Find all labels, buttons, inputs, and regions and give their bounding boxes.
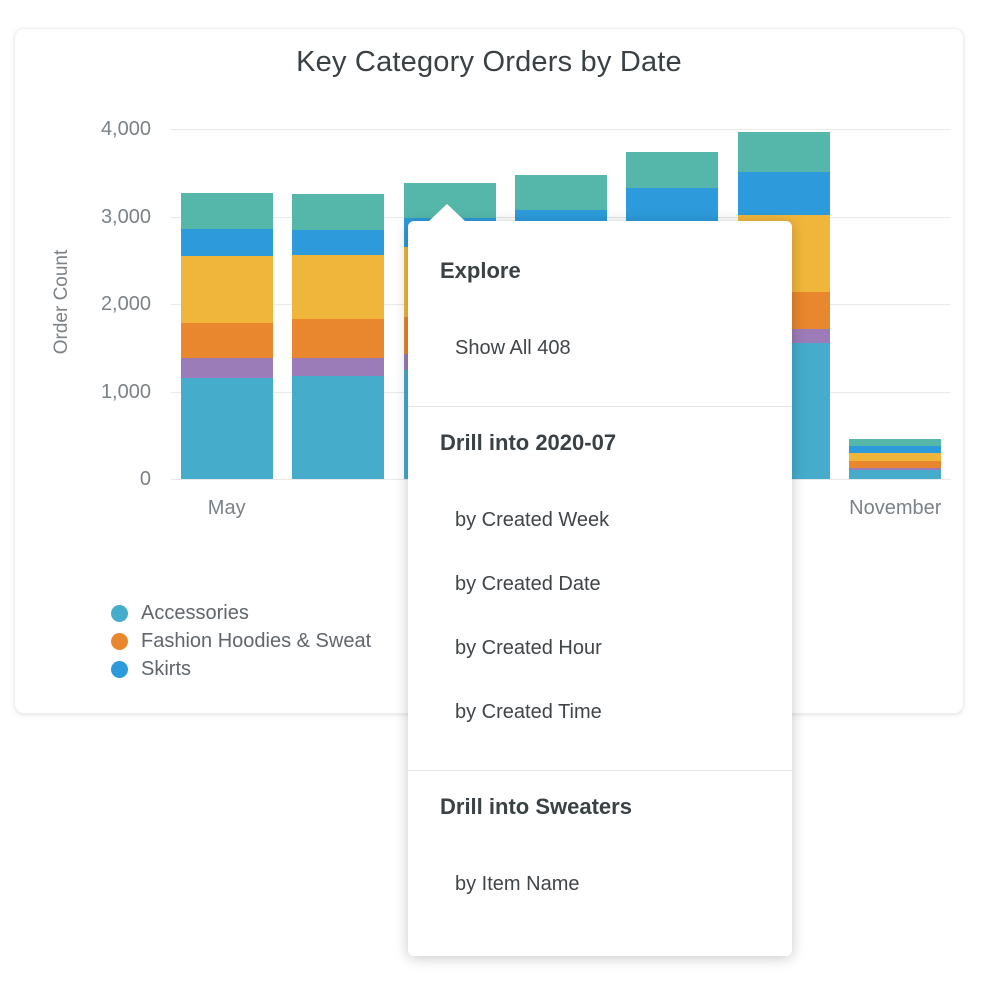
bar-segment-2020-05-unlabeled-purple[interactable] <box>180 358 273 379</box>
bar-segment-2020-11-skirts[interactable] <box>849 445 942 453</box>
legend-item-accessories[interactable]: Accessories <box>111 599 371 627</box>
menu-item-show-all-408[interactable]: Show All 408 <box>455 337 571 359</box>
y-tick-label-2000: 2,000 <box>100 293 151 315</box>
menu-section-header-drill-into-sweaters: Drill into Sweaters <box>440 794 632 819</box>
menu-item-by-created-time[interactable]: by Created Time <box>455 701 602 723</box>
bar-segment-2020-06-fashion-hoodies-sweat[interactable] <box>292 318 385 359</box>
bar-segment-2020-10-sweaters[interactable] <box>737 131 830 172</box>
legend-swatch-fashion-hoodies-sweat <box>111 632 128 650</box>
x-tick-label-may: May <box>207 497 246 519</box>
chart-title: Key Category Orders by Date <box>296 46 682 78</box>
menu-section-header-explore: Explore <box>440 258 521 283</box>
menu-item-by-created-date[interactable]: by Created Date <box>455 573 601 595</box>
drill-menu: Explore Show All 408 Drill into 2020-07 by … <box>408 204 792 956</box>
bar-segment-2020-08-sweaters[interactable] <box>515 174 607 210</box>
bar-segment-2020-09-skirts[interactable] <box>626 187 719 227</box>
y-tick-label-0: 0 <box>139 468 151 490</box>
menu-divider-1 <box>408 406 792 407</box>
gridline-4000 <box>171 129 951 130</box>
bar-segment-2020-11-fashion-hoodies-sweat[interactable] <box>849 460 942 468</box>
legend: Accessories Fashion Hoodies & Sweat Skirts <box>111 599 371 683</box>
bar-segment-2020-09-sweaters[interactable] <box>626 151 719 188</box>
bar-segment-2020-11-accessories[interactable] <box>849 470 942 479</box>
legend-label-accessories: Accessories <box>141 601 249 624</box>
menu-body: Explore Show All 408 Drill into 2020-07 by … <box>408 221 792 956</box>
legend-label-fashion-hoodies-sweat: Fashion Hoodies & Sweat <box>141 629 372 652</box>
menu-section-header-drill-into-2020-07: Drill into 2020-07 <box>440 430 617 455</box>
bar-segment-2020-05-fashion-hoodies-sweat[interactable] <box>180 323 273 359</box>
bar-segment-2020-05-sweaters[interactable] <box>180 192 273 229</box>
legend-swatch-accessories <box>111 604 128 622</box>
legend-item-fashion-hoodies-sweat[interactable]: Fashion Hoodies & Sweat <box>111 627 371 655</box>
menu-item-by-item-name[interactable]: by Item Name <box>455 873 580 895</box>
bar-segment-2020-10-skirts[interactable] <box>737 171 830 215</box>
bar-segment-2020-05-skirts[interactable] <box>180 228 273 256</box>
menu-item-by-created-week[interactable]: by Created Week <box>455 509 610 531</box>
menu-item-by-created-hour[interactable]: by Created Hour <box>455 637 602 659</box>
bar-segment-2020-06-unlabeled-purple[interactable] <box>292 358 385 376</box>
y-tick-label-3000: 3,000 <box>100 205 151 228</box>
legend-swatch-skirts <box>111 660 128 678</box>
bar-segment-2020-06-unlabeled-yellow[interactable] <box>292 255 385 319</box>
bar-segment-2020-06-sweaters[interactable] <box>292 193 385 230</box>
y-tick-label-1000: 1,000 <box>100 380 151 403</box>
menu-divider-2 <box>408 770 792 771</box>
bar-segment-2020-05-accessories[interactable] <box>180 378 273 479</box>
legend-item-skirts[interactable]: Skirts <box>111 655 371 683</box>
bar-segment-2020-11-unlabeled-purple[interactable] <box>849 467 942 471</box>
bar-segment-2020-11-sweaters[interactable] <box>849 438 942 446</box>
bar-segment-2020-11-unlabeled-yellow[interactable] <box>849 452 942 461</box>
y-tick-label-4000: 4,000 <box>100 118 151 140</box>
legend-label-skirts: Skirts <box>141 657 191 680</box>
menu-caret <box>428 204 466 222</box>
bar-segment-2020-06-skirts[interactable] <box>292 229 385 255</box>
bar-segment-2020-06-accessories[interactable] <box>292 375 385 479</box>
bar-segment-2020-05-unlabeled-yellow[interactable] <box>180 255 273 324</box>
x-tick-label-november: November <box>849 497 942 519</box>
